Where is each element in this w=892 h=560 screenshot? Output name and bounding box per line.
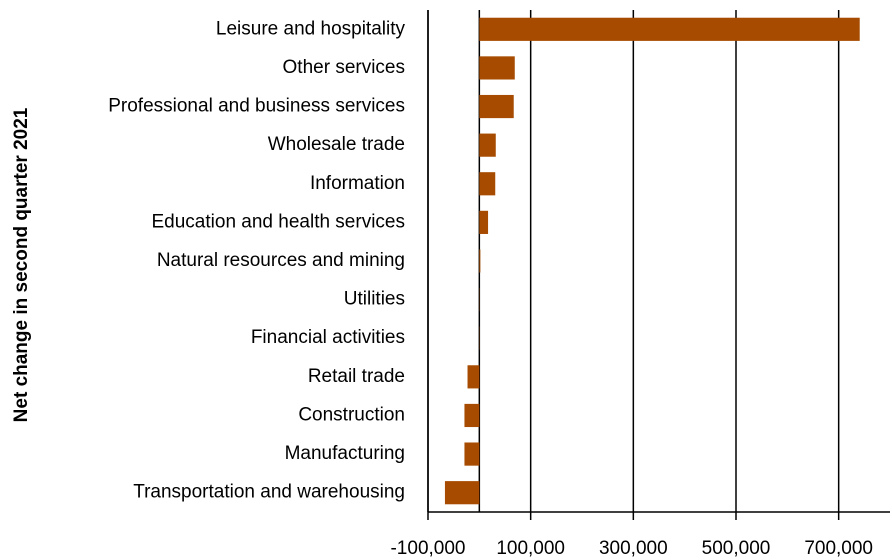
y-tick-label: Retail trade (308, 366, 405, 387)
x-tick-label: 100,000 (496, 538, 565, 559)
y-tick-label: Professional and business services (108, 96, 405, 117)
y-tick-label: Leisure and hospitality (216, 18, 406, 39)
bar (464, 403, 480, 428)
bar (479, 172, 496, 196)
y-tick-label: Education and health services (152, 211, 406, 232)
y-tick-label: Other services (283, 57, 405, 78)
bar (444, 481, 480, 505)
y-tick-label: Natural resources and mining (157, 250, 405, 271)
bar (479, 94, 514, 119)
y-tick-label: Financial activities (251, 327, 405, 348)
x-tick-label: 700,000 (804, 538, 873, 559)
bar (479, 56, 515, 80)
bar (464, 442, 480, 466)
y-axis-label: Net change in second quarter 2021 (11, 107, 32, 422)
bar (467, 365, 480, 389)
y-tick-label: Utilities (344, 289, 405, 310)
y-tick-label: Information (310, 173, 405, 194)
y-tick-label: Manufacturing (285, 443, 405, 464)
bar (479, 17, 860, 41)
y-tick-label: Transportation and warehousing (133, 482, 405, 503)
x-tick-label: -100,000 (390, 538, 465, 559)
bar (479, 210, 489, 234)
x-tick-label: 500,000 (702, 538, 771, 559)
bar (479, 133, 496, 157)
x-tick-label: 300,000 (599, 538, 668, 559)
bar (479, 249, 481, 273)
y-tick-label: Construction (298, 404, 405, 425)
y-tick-label: Wholesale trade (268, 134, 405, 155)
